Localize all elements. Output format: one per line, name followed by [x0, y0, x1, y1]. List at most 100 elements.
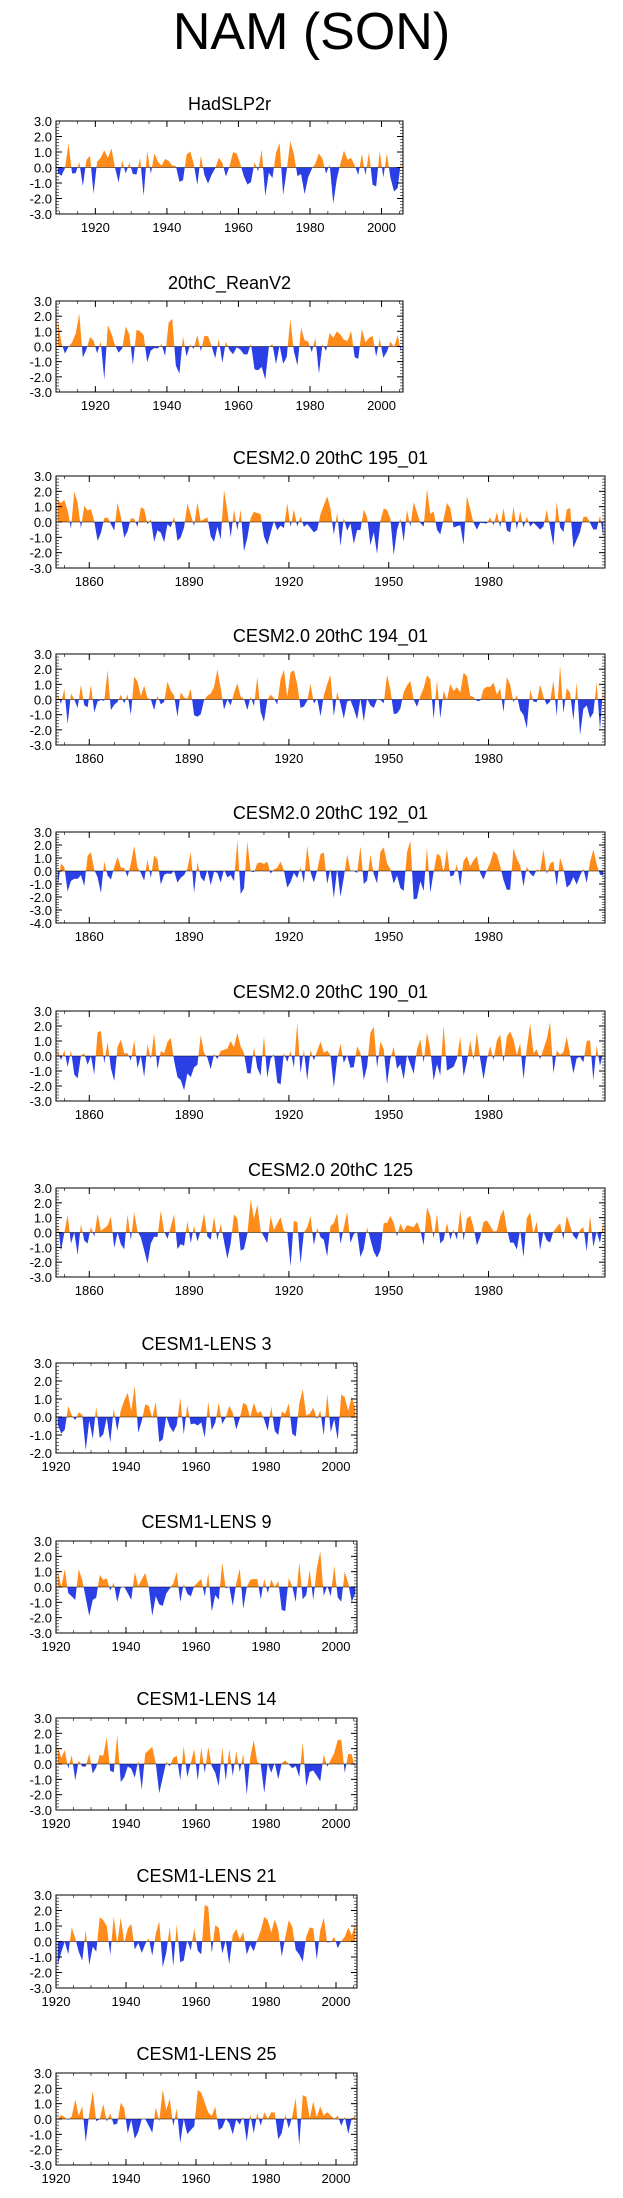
y-tick-label: -2.0: [30, 1255, 52, 1270]
y-tick-label: 2.0: [34, 130, 52, 145]
y-tick-label: -1.0: [30, 1428, 52, 1443]
chart-title: CESM1-LENS 21: [136, 1866, 276, 1886]
y-tick-label: 1.0: [34, 500, 52, 515]
x-tick-label: 1920: [42, 1639, 71, 1654]
y-tick-label: -3.0: [30, 1626, 52, 1641]
x-tick-label: 2000: [322, 2171, 351, 2186]
y-tick-label: -1.0: [30, 1595, 52, 1610]
negative-area: [57, 1764, 356, 1795]
positive-area: [57, 665, 604, 700]
negative-area: [57, 871, 604, 900]
x-tick-label: 1940: [152, 398, 181, 413]
y-tick-label: -2.0: [30, 192, 52, 207]
positive-area: [57, 1022, 604, 1056]
x-tick-label: 1960: [182, 1816, 211, 1831]
x-tick-label: 1960: [182, 1639, 211, 1654]
x-tick-label: 1950: [374, 574, 403, 589]
x-tick-label: 1980: [252, 1994, 281, 2009]
negative-area: [57, 1056, 604, 1091]
positive-area: [57, 1386, 356, 1417]
y-tick-label: 3.0: [34, 647, 52, 662]
x-tick-label: 1860: [75, 574, 104, 589]
x-tick-label: 1980: [474, 574, 503, 589]
y-tick-label: -4.0: [30, 916, 52, 931]
y-tick-label: 1.0: [34, 1392, 52, 1407]
x-tick-label: 1860: [75, 929, 104, 944]
x-tick-label: 2000: [322, 1816, 351, 1831]
chart-title: CESM1-LENS 9: [141, 1512, 271, 1532]
x-tick-label: 1920: [274, 929, 303, 944]
x-tick-label: 1980: [252, 1459, 281, 1474]
plot-frame: [55, 1362, 358, 1454]
y-tick-label: 1.0: [34, 324, 52, 339]
y-tick-label: 3.0: [34, 1711, 52, 1726]
y-tick-label: 0.0: [34, 693, 52, 708]
chart-title: CESM1-LENS 3: [141, 1334, 271, 1354]
y-tick-label: 0.0: [34, 1580, 52, 1595]
chart-panel-12: CESM1-LENS 25 3.02.01.00.0-1.0-2.0-3.0192…: [30, 2044, 358, 2186]
negative-area: [57, 1587, 356, 1616]
negative-area: [57, 699, 604, 736]
y-tick-label: 1.0: [34, 1211, 52, 1226]
y-tick-label: 3.0: [34, 825, 52, 840]
y-tick-label: -3.0: [30, 1981, 52, 1996]
x-tick-label: 1890: [175, 574, 204, 589]
chart-panel-9: CESM1-LENS 9 3.02.01.00.0-1.0-2.0-3.01920…: [30, 1512, 358, 1654]
y-tick-label: -3.0: [30, 2158, 52, 2173]
y-tick-label: 3.0: [34, 294, 52, 309]
x-tick-label: 1980: [296, 398, 325, 413]
y-tick-label: 0.0: [34, 340, 52, 355]
y-tick-label: -1.0: [30, 530, 52, 545]
x-tick-label: 1980: [474, 1107, 503, 1122]
y-tick-label: 0.0: [34, 1410, 52, 1425]
y-tick-label: -2.0: [30, 1446, 52, 1461]
chart-title: CESM2.0 20thC 190_01: [233, 982, 428, 1003]
x-tick-label: 1890: [175, 751, 204, 766]
x-tick-label: 1940: [112, 1816, 141, 1831]
x-tick-label: 1920: [81, 220, 110, 235]
x-tick-label: 2000: [322, 1459, 351, 1474]
x-tick-label: 1940: [112, 2171, 141, 2186]
y-tick-label: 1.0: [34, 1565, 52, 1580]
x-tick-label: 1950: [374, 929, 403, 944]
positive-area: [57, 313, 402, 347]
y-tick-label: -1.0: [30, 176, 52, 191]
chart-panel-3: CESM2.0 20thC 195_01 3.02.01.00.0-1.0-2.0…: [30, 448, 606, 589]
y-tick-label: 2.0: [34, 484, 52, 499]
x-tick-label: 1940: [152, 220, 181, 235]
x-tick-label: 2000: [322, 1994, 351, 2009]
y-tick-label: -2.0: [30, 546, 52, 561]
positive-area: [57, 840, 604, 871]
y-tick-label: 2.0: [34, 1196, 52, 1211]
chart-panel-6: CESM2.0 20thC 190_01 3.02.01.00.0-1.0-2.0…: [30, 982, 606, 1122]
x-tick-label: 1950: [374, 1283, 403, 1298]
positive-area: [57, 1199, 604, 1233]
y-tick-label: -3.0: [30, 1803, 52, 1818]
y-tick-label: 1.0: [34, 2097, 52, 2112]
y-tick-label: -1.0: [30, 2127, 52, 2142]
y-tick-label: 1.0: [34, 1919, 52, 1934]
chart-panel-11: CESM1-LENS 21 3.02.01.00.0-1.0-2.0-3.0192…: [30, 1866, 358, 2009]
x-tick-label: 1980: [474, 929, 503, 944]
y-tick-label: -1.0: [30, 1772, 52, 1787]
positive-area: [57, 141, 402, 168]
x-tick-label: 1920: [42, 1459, 71, 1474]
y-tick-label: -1.0: [30, 1064, 52, 1079]
y-tick-label: 3.0: [34, 1534, 52, 1549]
x-tick-label: 1890: [175, 1107, 204, 1122]
y-tick-label: -2.0: [30, 370, 52, 385]
positive-area: [57, 489, 604, 522]
x-tick-label: 1980: [252, 1816, 281, 1831]
chart-title: CESM1-LENS 25: [136, 2044, 276, 2064]
y-tick-label: -3.0: [30, 385, 52, 400]
y-tick-label: 2.0: [34, 2081, 52, 2096]
chart-panel-2: 20thC_ReanV2 3.02.01.00.0-1.0-2.0-3.0 1920…: [30, 273, 404, 413]
y-tick-label: 1.0: [34, 1742, 52, 1757]
plot-frame: [55, 831, 606, 924]
negative-area: [57, 167, 402, 204]
negative-area: [57, 522, 604, 556]
y-tick-label: 2.0: [34, 309, 52, 324]
x-tick-label: 1940: [112, 1639, 141, 1654]
